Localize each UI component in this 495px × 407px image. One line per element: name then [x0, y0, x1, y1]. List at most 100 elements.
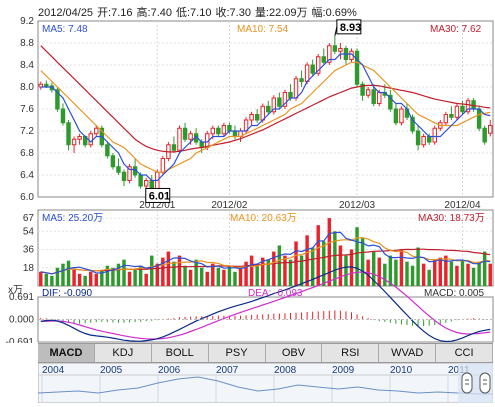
candle-body	[482, 127, 487, 143]
low-marker: 6.01	[145, 187, 171, 203]
tab-cci[interactable]: CCI	[436, 344, 493, 362]
tab-macd[interactable]: MACD	[38, 344, 95, 362]
volume-bar	[177, 255, 182, 286]
volume-bar	[199, 267, 204, 286]
candle-body	[77, 136, 82, 140]
candle-body	[88, 133, 93, 146]
macd-value-label: MACD: 0.005	[424, 288, 484, 299]
volume-bar	[416, 247, 420, 286]
volume-bar	[127, 271, 132, 286]
volume-ma5-line	[40, 231, 491, 275]
volume-bar	[138, 265, 143, 286]
volume-bar	[222, 269, 226, 286]
stock-chart[interactable]: 9.2 8.8 8.4 8.0 7.6 7.2 6.8 6.4 6.0 2012/01 2012/…	[0, 0, 495, 343]
volume-ma5-label: MA5: 25.20万	[42, 213, 103, 224]
price-y-tick: 9.2	[20, 16, 34, 27]
volume-bar	[399, 249, 404, 286]
volume-bar	[455, 265, 459, 286]
quote-high: 高:7.40	[136, 7, 172, 19]
candle-body	[293, 78, 299, 99]
volume-bar	[144, 273, 148, 286]
timeline-year[interactable]: 2007	[216, 365, 239, 376]
volume-bar	[111, 267, 115, 286]
volume-bar	[460, 259, 465, 286]
price-ma30-line	[40, 45, 491, 153]
volume-bar	[333, 231, 337, 286]
candle-body	[476, 108, 482, 129]
candle-body	[188, 133, 193, 140]
price-y-tick: 8.4	[20, 60, 34, 71]
timeline-year[interactable]: 2006	[158, 365, 181, 376]
volume-bar	[255, 263, 259, 286]
candle-body	[410, 116, 415, 132]
price-y-tick: 6.0	[20, 192, 34, 203]
quote-date: 2012/04/25	[38, 7, 94, 19]
volume-bar	[338, 245, 343, 286]
candle-body	[177, 127, 182, 151]
tab-psy[interactable]: PSY	[209, 344, 266, 362]
volume-bar	[211, 263, 215, 286]
candle-body	[260, 105, 265, 121]
macd-y-tick: 0.691	[9, 292, 34, 303]
candle-body	[232, 130, 238, 137]
volume-bar	[94, 273, 98, 286]
volume-bar	[449, 261, 454, 286]
volume-bar	[244, 261, 248, 286]
volume-bar	[316, 225, 320, 286]
volume-bar	[77, 273, 82, 286]
volume-bar	[261, 257, 265, 286]
volume-bar	[105, 265, 110, 286]
quote-close: 收:7.30	[215, 7, 251, 19]
volume-bar	[488, 263, 492, 286]
price-ma5-line	[40, 53, 491, 182]
timeline-right-handle[interactable]	[479, 372, 491, 394]
volume-bar	[205, 271, 209, 286]
tab-rsi[interactable]: RSI	[322, 344, 380, 362]
candle-body	[227, 125, 232, 132]
volume-y-tick: 54	[23, 226, 35, 237]
price-y-tick: 7.6	[20, 104, 34, 115]
volume-bar	[388, 255, 393, 286]
candle-body	[221, 125, 227, 135]
tab-obv[interactable]: OBV	[266, 344, 323, 362]
candle-body	[354, 50, 360, 85]
volume-bar	[371, 251, 376, 286]
volume-bar	[394, 259, 398, 286]
macd-dif-label: DIF: -0.090	[42, 288, 92, 299]
volume-bar	[299, 255, 304, 286]
price-panel-frame	[37, 20, 494, 198]
volume-bar	[133, 269, 137, 286]
volume-y-tick: 67	[23, 213, 35, 224]
tab-boll[interactable]: BOLL	[152, 344, 209, 362]
timeline-navigator[interactable]: 20042005200620072008200920102011	[38, 363, 493, 403]
volume-bar	[88, 271, 93, 286]
candle-body	[44, 83, 49, 87]
volume-bar	[155, 263, 160, 286]
timeline-year[interactable]: 2008	[274, 365, 297, 376]
volume-bar	[100, 269, 104, 286]
tab-kdj[interactable]: KDJ	[95, 344, 152, 362]
volume-bar	[44, 273, 49, 286]
timeline-year[interactable]: 2009	[332, 365, 355, 376]
volume-bar	[288, 259, 293, 286]
tab-wvad[interactable]: WVAD	[379, 344, 437, 362]
timeline-year[interactable]: 2004	[42, 365, 65, 376]
candle-body	[315, 56, 321, 74]
candle-body	[426, 136, 432, 143]
candle-body	[449, 114, 454, 118]
timeline-year[interactable]: 2010	[390, 365, 413, 376]
timeline-year[interactable]: 2005	[100, 365, 123, 376]
candle-body	[254, 114, 260, 121]
volume-unit-label: x万	[8, 285, 23, 296]
volume-bar	[266, 259, 270, 286]
price-y-tick: 7.2	[20, 126, 34, 137]
price-candles	[38, 35, 493, 197]
indicator-tabs: MACD KDJ BOLL PSY OBV RSI WVAD CCI	[38, 343, 493, 363]
timeline-left-handle[interactable]	[461, 372, 473, 394]
volume-bar	[322, 241, 326, 286]
quote-change: 幅:0.69%	[311, 7, 357, 19]
candle-body	[182, 127, 188, 140]
macd-dea-line	[40, 271, 491, 340]
volume-bar	[277, 245, 282, 286]
price-x-tick: 2012/02	[211, 200, 248, 211]
